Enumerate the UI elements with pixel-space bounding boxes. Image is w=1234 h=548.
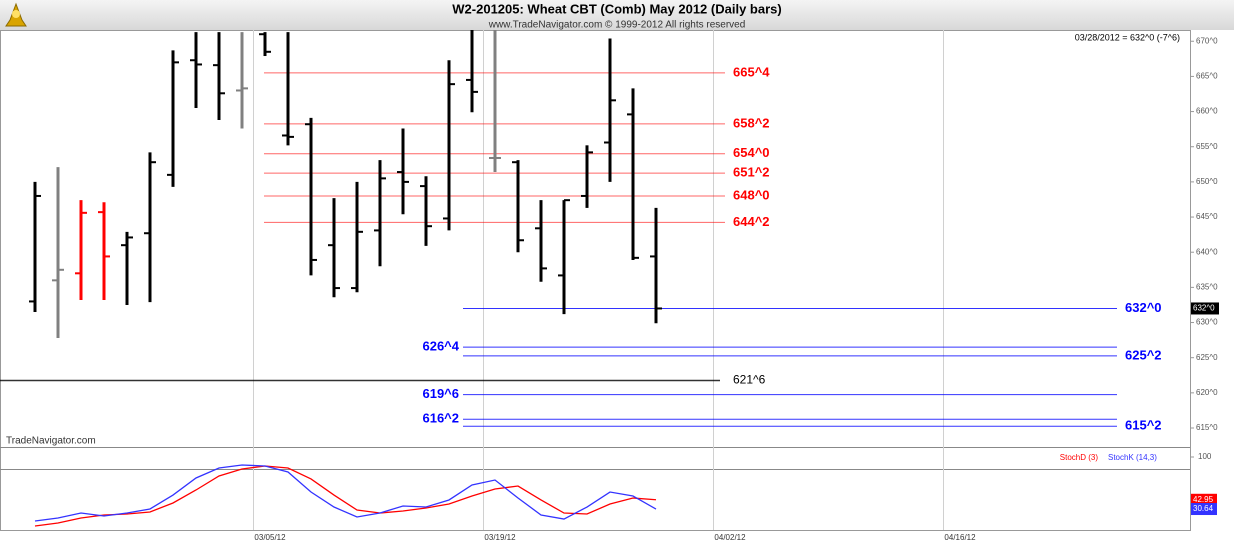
legend-entry: StochD (3) bbox=[1060, 453, 1099, 462]
chart-subtitle: www.TradeNavigator.com © 1999-2012 All r… bbox=[488, 20, 746, 31]
price-level-label: 625^2 bbox=[1125, 347, 1162, 362]
price-level-label: 615^2 bbox=[1125, 418, 1162, 433]
y-tick-label: 645^0 bbox=[1196, 212, 1218, 221]
stoch-value-box bbox=[1191, 493, 1217, 506]
stoch-tick-label: 100 bbox=[1198, 452, 1212, 461]
y-tick-label: 665^0 bbox=[1196, 72, 1218, 81]
legend-entry: StochK (14,3) bbox=[1108, 453, 1157, 462]
y-tick-label: 635^0 bbox=[1196, 282, 1218, 291]
price-level-label: 632^0 bbox=[1125, 300, 1162, 315]
stoch-value-label: 42.95 bbox=[1193, 495, 1214, 504]
price-level-label: 665^4 bbox=[733, 64, 770, 79]
price-level-label: 648^0 bbox=[733, 187, 770, 202]
y-tick-label: 650^0 bbox=[1196, 177, 1218, 186]
y-tick-label: 620^0 bbox=[1196, 388, 1218, 397]
stoch-line bbox=[34, 465, 657, 527]
x-tick-label: 04/16/12 bbox=[944, 533, 976, 542]
last-price-label: 632^0 bbox=[1193, 304, 1215, 313]
last-price-box bbox=[1191, 302, 1219, 315]
price-level-label: 658^2 bbox=[733, 115, 770, 130]
x-tick-label: 03/05/12 bbox=[254, 533, 286, 542]
price-level-label: 626^4 bbox=[422, 339, 459, 354]
watermark: TradeNavigator.com bbox=[6, 436, 96, 447]
y-tick-label: 655^0 bbox=[1196, 142, 1218, 151]
stoch-line bbox=[34, 464, 657, 522]
price-level-label: 619^6 bbox=[422, 386, 459, 401]
chart-title: W2-201205: Wheat CBT (Comb) May 2012 (Da… bbox=[452, 1, 781, 16]
status-text: 03/28/2012 = 632^0 (-7^6) bbox=[1075, 32, 1180, 42]
y-tick-label: 660^0 bbox=[1196, 107, 1218, 116]
y-tick-label: 630^0 bbox=[1196, 318, 1218, 327]
plot-frame bbox=[0, 30, 1191, 531]
price-level-label: 616^2 bbox=[422, 411, 459, 426]
price-level-label: 644^2 bbox=[733, 214, 770, 229]
y-tick-label: 640^0 bbox=[1196, 247, 1218, 256]
y-tick-label: 625^0 bbox=[1196, 353, 1218, 362]
y-tick-label: 670^0 bbox=[1196, 36, 1218, 45]
stoch-value-label: 30.64 bbox=[1193, 504, 1214, 513]
price-level-label: 654^0 bbox=[733, 145, 770, 160]
price-level-label: 621^6 bbox=[733, 373, 766, 387]
price-level-label: 651^2 bbox=[733, 165, 770, 180]
header-band bbox=[0, 0, 1234, 30]
y-tick-label: 615^0 bbox=[1196, 423, 1218, 432]
stoch-value-box bbox=[1191, 503, 1217, 516]
x-tick-label: 03/19/12 bbox=[484, 533, 516, 542]
logo bbox=[5, 2, 27, 27]
x-tick-label: 04/02/12 bbox=[714, 533, 746, 542]
